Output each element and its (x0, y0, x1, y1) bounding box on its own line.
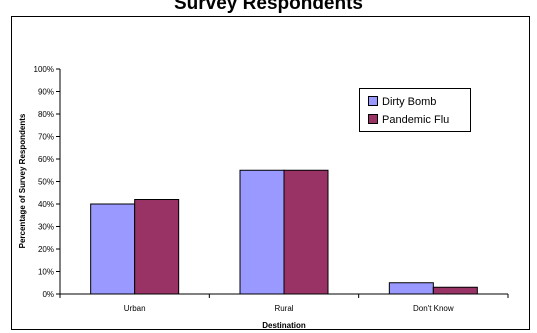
legend-swatch-dirty-bomb (368, 96, 378, 106)
legend-item-dirty-bomb: Dirty Bomb (368, 95, 436, 109)
y-tick-label: 90% (38, 88, 54, 97)
legend-label-dirty-bomb: Dirty Bomb (382, 96, 437, 108)
bar-pandemic-flu-rural (283, 169, 329, 295)
y-tick-label: 80% (38, 110, 54, 119)
legend-label-pandemic-flu: Pandemic Flu (382, 114, 450, 126)
y-axis-label: Percentage of Survey Respondents (18, 113, 27, 248)
legend-swatch-pandemic-flu (368, 114, 378, 124)
x-tick-label: Urban (124, 304, 146, 313)
bar-dirty-bomb-rural (239, 169, 285, 295)
bar-dirty-bomb-don-t-know (388, 282, 434, 295)
y-ticks: 0% 10% 20% 30% 40% 50% 60% 70% 80% 90% 100% (34, 65, 60, 299)
y-tick-label: 10% (38, 268, 54, 277)
chart-title: Survey Respondents (174, 0, 363, 14)
y-tick-label: 20% (38, 245, 54, 254)
bar-pandemic-flu-urban (134, 199, 180, 295)
bar-dirty-bomb-urban (90, 203, 136, 295)
x-axis-label: Destination (262, 321, 306, 330)
bar-pandemic-flu-don-t-know (432, 286, 478, 295)
bars (90, 169, 478, 295)
y-tick-label: 100% (34, 65, 54, 74)
y-tick-label: 40% (38, 200, 54, 209)
legend-item-pandemic-flu: Pandemic Flu (368, 113, 449, 127)
x-ticks: Urban Rural Don't Know (59, 294, 509, 313)
y-tick-label: 50% (38, 178, 54, 187)
y-tick-label: 30% (38, 223, 54, 232)
y-tick-label: 0% (42, 290, 54, 299)
x-tick-label: Don't Know (413, 304, 454, 313)
x-tick-label: Rural (274, 304, 293, 313)
legend: Dirty Bomb Pandemic Flu (359, 88, 471, 132)
y-tick-label: 70% (38, 133, 54, 142)
y-tick-label: 60% (38, 155, 54, 164)
